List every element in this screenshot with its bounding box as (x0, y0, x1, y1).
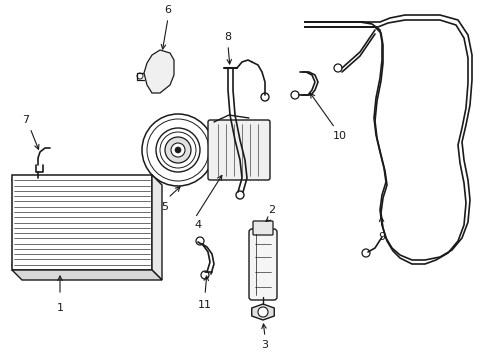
Circle shape (156, 64, 168, 76)
Text: 1: 1 (56, 303, 64, 313)
Bar (12, 175, 152, 270)
Text: 3: 3 (262, 340, 269, 350)
FancyBboxPatch shape (253, 221, 273, 235)
Circle shape (156, 128, 200, 172)
Text: 10: 10 (333, 131, 347, 141)
Circle shape (165, 137, 191, 163)
FancyBboxPatch shape (208, 120, 270, 180)
Text: 5: 5 (162, 202, 169, 212)
Circle shape (145, 261, 153, 269)
Polygon shape (144, 50, 174, 93)
Circle shape (12, 176, 20, 184)
Circle shape (142, 114, 214, 186)
Text: 4: 4 (195, 220, 201, 230)
Circle shape (175, 147, 181, 153)
Polygon shape (252, 304, 274, 320)
Polygon shape (152, 175, 162, 280)
Circle shape (12, 261, 20, 269)
Text: 6: 6 (165, 5, 172, 15)
Circle shape (145, 176, 153, 184)
Text: 8: 8 (224, 32, 232, 42)
Circle shape (258, 307, 268, 317)
Text: 2: 2 (269, 205, 275, 215)
Circle shape (160, 68, 164, 72)
Circle shape (171, 143, 185, 157)
Polygon shape (12, 270, 162, 280)
Circle shape (150, 79, 158, 87)
Text: 11: 11 (198, 300, 212, 310)
FancyBboxPatch shape (249, 229, 277, 300)
Text: 7: 7 (23, 115, 29, 125)
Text: 9: 9 (378, 232, 386, 242)
